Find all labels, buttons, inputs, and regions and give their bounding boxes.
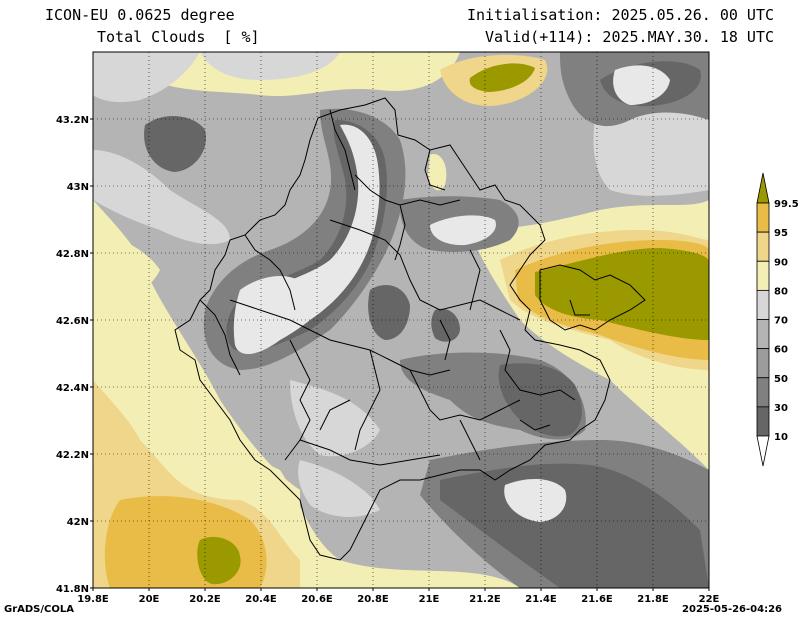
lat-tick-label: 42.6N: [56, 316, 89, 327]
model-title: ICON-EU 0.0625 degree: [45, 6, 235, 24]
initialisation-time: Initialisation: 2025.05.26. 00 UTC: [466, 6, 774, 24]
legend-level-label: 80: [774, 286, 788, 297]
legend-band: [756, 406, 770, 437]
inner-border-13: [329, 109, 356, 191]
lon-tick-label: 20.8E: [357, 594, 389, 605]
field-clear-ne-edge: [613, 65, 670, 105]
country-border: [174, 97, 611, 561]
inner-border-8: [469, 249, 481, 311]
inner-border-18: [319, 399, 351, 431]
legend-level-label: 60: [774, 345, 788, 356]
field-clear-ne: [430, 215, 496, 246]
field-olive-north: [469, 63, 535, 92]
field-light-grey-south: [290, 380, 380, 457]
grads-credit: GrADS/COLA: [4, 604, 74, 615]
longitude-labels: 19.8E 20E 20.2E 20.4E 20.6E 20.8E 21E 21.2E 21.4…: [77, 588, 720, 605]
variable-title: Total Clouds [ %]: [97, 28, 260, 46]
latitude-labels: 43.2N 43N 42.8N 42.6N 42.4N 42.2N 42N 41.8N: [56, 115, 93, 595]
legend-arrow-top: [756, 172, 770, 204]
inner-border-19: [459, 419, 481, 461]
lat-tick-label: 42.8N: [56, 249, 89, 260]
legend-band: [756, 202, 770, 233]
field-darker-grey-center: [498, 363, 582, 437]
legend-band: [756, 289, 770, 320]
inner-border-15: [439, 319, 451, 361]
inner-border-5: [409, 369, 521, 421]
field-pale-yellow-north-center: [428, 154, 447, 191]
cloud-field: [93, 52, 709, 588]
inner-border-14: [424, 149, 446, 191]
field-darker-grey-spot: [431, 308, 460, 342]
lon-tick-label: 21.4E: [525, 594, 557, 605]
inner-border-17: [569, 299, 590, 316]
lon-tick-label: 19.8E: [77, 594, 109, 605]
field-dark-grey-nw: [144, 115, 206, 172]
field-pale-yellow-west-edge: [93, 230, 160, 300]
lon-tick-label: 20.6E: [301, 594, 333, 605]
legend-arrow-bottom: [756, 435, 770, 467]
field-light-grey-nw: [93, 52, 200, 103]
lat-tick-label: 42.2N: [56, 450, 89, 461]
lon-tick-label: 21.6E: [581, 594, 613, 605]
legend-band: [756, 377, 770, 408]
lon-tick-label: 22E: [699, 594, 720, 605]
inner-border-4: [354, 349, 381, 451]
legend-level-label: 70: [774, 316, 788, 327]
plot-timestamp: 2025-05-26-04:26: [682, 604, 782, 615]
lon-tick-label: 21.8E: [637, 594, 669, 605]
field-clear-se: [504, 478, 567, 522]
legend-band: [756, 260, 770, 291]
field-olive-east: [535, 248, 709, 340]
inner-border-7: [394, 204, 406, 261]
lon-tick-label: 20.4E: [245, 594, 277, 605]
field-light-grey-southwest: [298, 460, 380, 517]
field-olive-sw: [197, 536, 241, 585]
inner-border-16: [519, 419, 551, 431]
field-darker-grey-middle: [368, 285, 410, 340]
inner-border-10: [299, 439, 441, 466]
valid-time: Valid(+114): 2025.MAY.30. 18 UTC: [485, 28, 774, 46]
inner-border-2: [229, 299, 451, 376]
legend-level-label: 99.5: [774, 199, 799, 210]
field-clear-center: [233, 275, 309, 355]
lat-tick-label: 43N: [67, 182, 89, 193]
legend-band: [756, 231, 770, 262]
legend-level-label: 30: [774, 403, 788, 414]
lat-tick-label: 41.8N: [56, 584, 89, 595]
lat-tick-label: 42N: [67, 517, 89, 528]
legend-level-label: 50: [774, 374, 788, 385]
inner-border-9: [499, 329, 576, 401]
cloud-legend: 10 30 50 60 70 80 90 95 99.5: [756, 172, 799, 467]
east-border: [539, 264, 646, 331]
lat-tick-label: 43.2N: [56, 115, 89, 126]
lon-tick-label: 21.2E: [469, 594, 501, 605]
inner-border-12: [199, 299, 241, 376]
legend-band: [756, 348, 770, 379]
boundaries: [174, 97, 646, 561]
gridlines: [93, 52, 709, 588]
field-light-grey-north: [200, 52, 340, 80]
legend-level-label: 90: [774, 257, 788, 268]
lon-tick-label: 20.2E: [189, 594, 221, 605]
legend-band: [756, 319, 770, 350]
legend-level-label: 10: [774, 432, 788, 443]
legend-level-label: 95: [774, 228, 788, 239]
lon-tick-label: 20E: [139, 594, 160, 605]
field-light-grey-west: [93, 150, 230, 245]
lon-tick-label: 21E: [419, 594, 440, 605]
inner-border-1: [329, 219, 521, 321]
lat-tick-label: 42.4N: [56, 383, 89, 394]
inner-border-11: [244, 234, 296, 311]
